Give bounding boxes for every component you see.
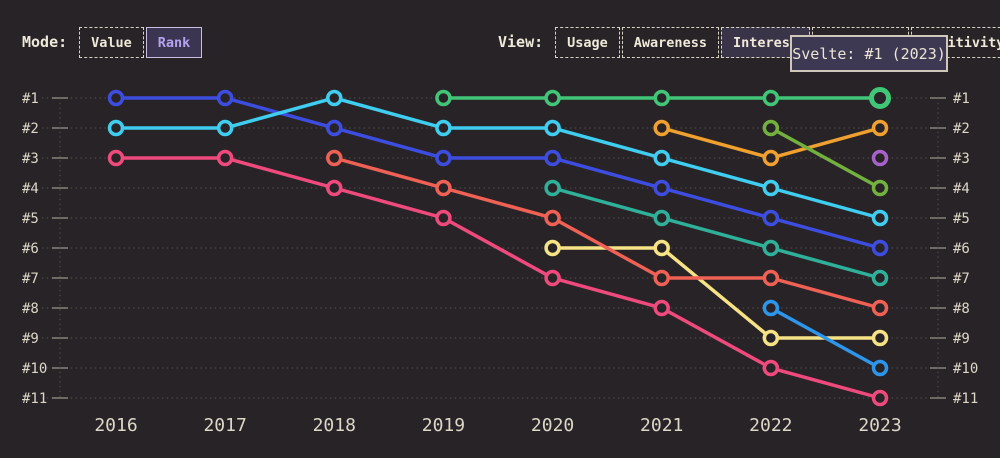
point-pink-2023[interactable] — [871, 389, 889, 407]
point-royal-blue-2023[interactable] — [871, 239, 889, 257]
rank-label-left: #8 — [22, 301, 39, 317]
rank-label-right: #3 — [953, 151, 970, 167]
point-coral-2021[interactable] — [653, 269, 670, 287]
point-cyan-2016[interactable] — [107, 119, 125, 137]
series-line-royal-blue[interactable] — [116, 96, 881, 250]
point-royal-blue-2018[interactable] — [326, 119, 343, 137]
rank-label-right: #10 — [953, 361, 978, 377]
point-yellow-2023[interactable] — [871, 329, 889, 347]
point-pink-2021[interactable] — [653, 299, 670, 317]
rank-label-left: #5 — [22, 211, 39, 227]
year-label-2016: 2016 — [94, 415, 137, 436]
point-teal-2023[interactable] — [871, 269, 889, 287]
point-coral-2023[interactable] — [871, 299, 889, 317]
point-pink-2017[interactable] — [216, 149, 234, 167]
mode-option-value[interactable]: Value — [79, 27, 144, 58]
point-yellow-2022[interactable] — [762, 329, 780, 347]
rank-label-left: #3 — [22, 151, 39, 167]
point-pink-2020[interactable] — [544, 269, 561, 287]
point-sky-blue-2023[interactable] — [871, 359, 889, 377]
rank-label-right: #6 — [953, 241, 970, 257]
rank-label-right: #2 — [953, 121, 970, 137]
point-emerald-2021[interactable] — [653, 89, 670, 107]
rank-label-left: #7 — [22, 271, 39, 287]
rank-label-right: #11 — [953, 391, 978, 407]
point-royal-blue-2017[interactable] — [216, 89, 234, 107]
rank-label-left: #9 — [22, 331, 39, 347]
point-cyan-2021[interactable] — [653, 149, 670, 167]
point-royal-blue-2016[interactable] — [107, 89, 125, 107]
point-royal-blue-2022[interactable] — [762, 209, 780, 227]
point-amber-2022[interactable] — [762, 149, 780, 167]
view-option-awareness[interactable]: Awareness — [621, 27, 719, 58]
rank-label-right: #5 — [953, 211, 970, 227]
year-label-2019: 2019 — [422, 415, 465, 436]
point-cyan-2019[interactable] — [435, 119, 452, 137]
point-yellow-2021[interactable] — [653, 239, 670, 257]
highlighted-point-emerald-2023[interactable] — [869, 87, 891, 109]
rank-label-right: #1 — [953, 91, 970, 107]
mode-control: Mode: Value Rank — [22, 27, 204, 58]
point-teal-2022[interactable] — [762, 239, 780, 257]
point-teal-2021[interactable] — [653, 209, 670, 227]
series-line-coral[interactable] — [333, 156, 881, 310]
rank-label-left: #11 — [22, 391, 47, 407]
point-coral-2022[interactable] — [762, 269, 780, 287]
point-apple-green-2023[interactable] — [871, 179, 889, 197]
rank-label-right: #4 — [953, 181, 970, 197]
rank-label-left: #2 — [22, 121, 39, 137]
point-yellow-2020[interactable] — [544, 239, 561, 257]
point-pink-2022[interactable] — [762, 359, 780, 377]
point-coral-2019[interactable] — [435, 179, 452, 197]
view-label: View: — [498, 33, 544, 51]
rank-label-left: #6 — [22, 241, 39, 257]
year-label-2017: 2017 — [203, 415, 246, 436]
mode-option-rank[interactable]: Rank — [145, 27, 203, 58]
point-emerald-2019[interactable] — [435, 89, 452, 107]
rank-label-left: #4 — [22, 181, 39, 197]
point-pink-2018[interactable] — [326, 179, 343, 197]
point-cyan-2018[interactable] — [326, 89, 343, 107]
point-emerald-2022[interactable] — [762, 89, 780, 107]
point-coral-2020[interactable] — [544, 209, 561, 227]
point-cyan-2023[interactable] — [871, 209, 889, 227]
point-coral-2018[interactable] — [326, 149, 343, 167]
point-pink-2019[interactable] — [435, 209, 452, 227]
year-label-2021: 2021 — [640, 415, 683, 436]
rank-label-left: #1 — [22, 91, 39, 107]
series-line-pink[interactable] — [116, 156, 881, 400]
year-label-2020: 2020 — [531, 415, 574, 436]
point-royal-blue-2019[interactable] — [435, 149, 452, 167]
series-line-sky-blue[interactable] — [770, 306, 881, 370]
point-amber-2023[interactable] — [871, 119, 889, 137]
rank-label-left: #10 — [22, 361, 47, 377]
point-cyan-2022[interactable] — [762, 179, 780, 197]
rank-label-right: #9 — [953, 331, 970, 347]
point-teal-2020[interactable] — [544, 179, 561, 197]
point-emerald-2020[interactable] — [544, 89, 561, 107]
tooltip-text: Svelte: #1 (2023) — [792, 44, 946, 63]
year-label-2018: 2018 — [313, 415, 356, 436]
rank-label-right: #7 — [953, 271, 970, 287]
hover-tooltip: Svelte: #1 (2023) — [790, 35, 948, 72]
point-royal-blue-2021[interactable] — [653, 179, 670, 197]
point-pink-2016[interactable] — [107, 149, 125, 167]
mode-label: Mode: — [22, 33, 68, 51]
rank-label-right: #8 — [953, 301, 970, 317]
point-cyan-2017[interactable] — [216, 119, 234, 137]
year-label-2023: 2023 — [858, 415, 901, 436]
point-amber-2021[interactable] — [653, 119, 670, 137]
point-purple-2023[interactable] — [871, 149, 889, 167]
point-cyan-2020[interactable] — [544, 119, 561, 137]
series-line-teal[interactable] — [552, 186, 881, 280]
series-line-cyan[interactable] — [116, 96, 881, 220]
point-royal-blue-2020[interactable] — [544, 149, 561, 167]
year-label-2022: 2022 — [749, 415, 792, 436]
point-sky-blue-2022[interactable] — [762, 299, 780, 317]
view-option-usage[interactable]: Usage — [555, 27, 620, 58]
series-line-apple-green[interactable] — [770, 126, 881, 190]
point-apple-green-2022[interactable] — [762, 119, 780, 137]
